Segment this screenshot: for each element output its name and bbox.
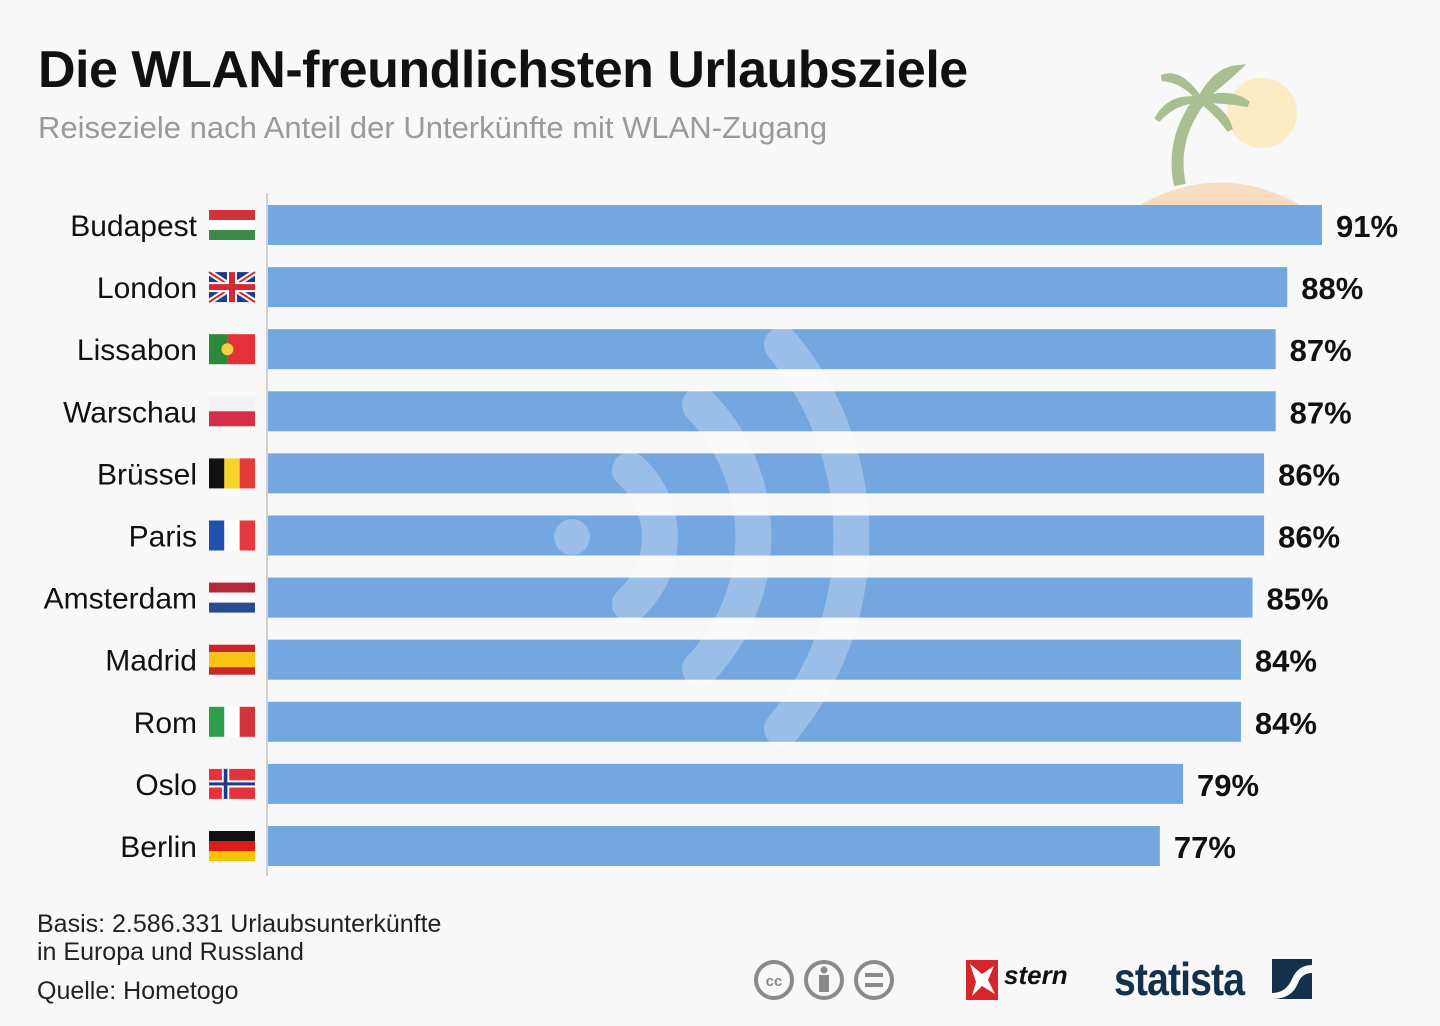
- category-label: Warschau: [63, 396, 197, 429]
- statista-logo[interactable]: statista: [1114, 952, 1312, 1006]
- value-label: 88%: [1301, 271, 1363, 306]
- bar-row: Paris 86%: [129, 515, 1340, 556]
- statista-wordmark: statista: [1114, 953, 1245, 1005]
- value-label: 79%: [1197, 768, 1259, 803]
- bar-row: Rom 84%: [134, 701, 1317, 742]
- bar: [268, 639, 1241, 680]
- bar: [268, 701, 1241, 742]
- value-label: 91%: [1336, 209, 1398, 244]
- bar: [268, 391, 1276, 432]
- france-flag-icon: [209, 520, 255, 551]
- category-label: Rom: [134, 707, 197, 740]
- stern-logo[interactable]: stern: [966, 960, 1068, 1000]
- stern-star-icon: [966, 960, 998, 1000]
- value-label: 85%: [1267, 582, 1329, 617]
- bar: [268, 826, 1160, 866]
- bar-row: Oslo 79%: [135, 763, 1259, 804]
- bar-row: Budapest 91%: [70, 205, 1398, 245]
- category-label: Paris: [129, 521, 197, 554]
- bar-row: Lissabon 87%: [77, 329, 1352, 370]
- category-label: London: [97, 272, 197, 305]
- value-label: 77%: [1174, 830, 1236, 865]
- bar: [268, 267, 1288, 308]
- chart-title: Die WLAN-freundlichsten Urlaubsziele: [38, 41, 968, 99]
- category-label: Amsterdam: [44, 583, 197, 616]
- netherlands-flag-icon: [209, 582, 255, 613]
- bar: [268, 763, 1184, 804]
- wifi-icon-watermark: [554, 327, 870, 747]
- bar-row: Amsterdam 85%: [44, 577, 1329, 618]
- category-label: Berlin: [120, 831, 197, 864]
- value-label: 87%: [1290, 333, 1352, 368]
- statista-mark-icon: [1272, 959, 1312, 999]
- source-note: Quelle: Hometogo: [37, 977, 239, 1005]
- bar: [268, 205, 1322, 245]
- creative-commons-icons[interactable]: cc: [752, 958, 897, 1002]
- italy-flag-icon: [209, 706, 255, 737]
- basis-note-line2: in Europa und Russland: [37, 938, 304, 966]
- bar-row: London 88%: [97, 267, 1363, 308]
- hungary-flag-icon: [209, 210, 255, 240]
- poland-flag-icon: [209, 396, 255, 427]
- value-label: 87%: [1290, 395, 1352, 430]
- island-illustration: [1140, 64, 1300, 205]
- bar-row: Madrid 84%: [105, 639, 1317, 680]
- chart-subtitle: Reiseziele nach Anteil der Unterkünfte m…: [38, 110, 828, 145]
- basis-note-line1: Basis: 2.586.331 Urlaubsunterkünfte: [37, 910, 442, 938]
- bar: [268, 329, 1276, 370]
- norway-flag-icon: [209, 768, 255, 799]
- bar-chart: Budapest 91% London 88% Lissabon 87% Warschau 8…: [44, 64, 1398, 876]
- value-label: 86%: [1278, 457, 1340, 492]
- bar-row: Berlin 77%: [120, 826, 1236, 866]
- value-label: 86%: [1278, 520, 1340, 555]
- bar-row: Brüssel 86%: [97, 453, 1340, 494]
- portugal-flag-icon: [209, 334, 255, 365]
- belgium-flag-icon: [209, 458, 255, 489]
- bar: [268, 515, 1265, 556]
- svg-text:cc: cc: [766, 973, 783, 990]
- spain-flag-icon: [209, 644, 255, 675]
- category-label: Budapest: [70, 210, 197, 243]
- bar: [268, 577, 1253, 618]
- bar: [268, 453, 1265, 494]
- category-label: Brüssel: [97, 458, 197, 491]
- uk-flag-icon: [207, 269, 257, 305]
- value-label: 84%: [1255, 644, 1317, 679]
- stern-wordmark: stern: [1004, 959, 1068, 990]
- category-label: Lissabon: [77, 334, 197, 367]
- category-label: Oslo: [135, 769, 197, 802]
- bar-row: Warschau 87%: [63, 391, 1352, 432]
- category-label: Madrid: [105, 645, 197, 678]
- germany-flag-icon: [209, 831, 255, 861]
- value-label: 84%: [1255, 706, 1317, 741]
